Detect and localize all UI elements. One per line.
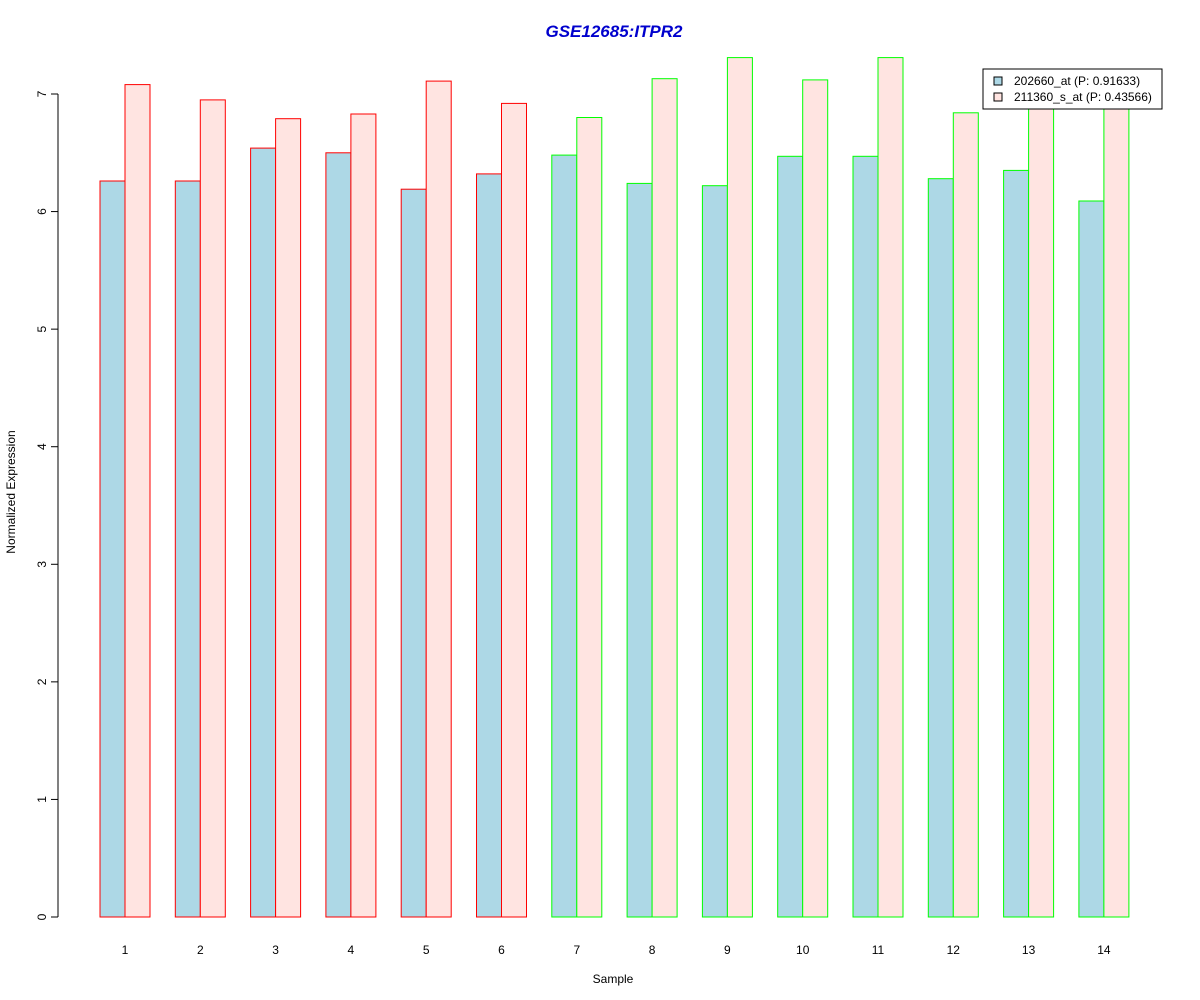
bar-series-1-sample-13: [1003, 169, 1030, 918]
y-tick-label: 2: [35, 678, 49, 685]
x-tick-label: 14: [1097, 943, 1111, 957]
y-tick-label: 4: [35, 443, 49, 450]
bar-series-2-sample-2: [199, 99, 226, 918]
x-tick-label: 2: [197, 943, 204, 957]
bar-series-1-sample-5: [400, 188, 427, 918]
bar-series-2-sample-7: [576, 117, 603, 918]
bar-series-2-sample-1: [124, 84, 151, 918]
y-axis: 0 1 2 3 4 5 6 7: [35, 90, 59, 920]
x-tick-label: 8: [649, 943, 656, 957]
y-axis-label: Normalized Expression: [4, 430, 18, 553]
legend-entry-1: 202660_at (P: 0.91633): [1014, 74, 1140, 88]
bar-series-1-sample-2: [174, 180, 201, 918]
bar-series-1-sample-10: [777, 155, 804, 918]
bar-series-2-sample-8: [651, 78, 678, 918]
bar-series-1-sample-8: [626, 182, 653, 918]
bars: [99, 57, 1130, 918]
x-tick-label: 1: [122, 943, 129, 957]
x-tick-labels: 1 2 3 4 5 6 7 8 9 10 11 12 13 14: [122, 943, 1111, 957]
x-tick-label: 12: [947, 943, 961, 957]
x-tick-label: 4: [348, 943, 355, 957]
y-tick-label: 0: [35, 913, 49, 920]
bar-series-2-sample-5: [425, 80, 452, 918]
bar-series-2-sample-12: [952, 112, 979, 918]
bar-series-1-sample-6: [476, 173, 502, 918]
x-tick-label: 3: [272, 943, 279, 957]
y-tick-label: 6: [35, 208, 49, 215]
bar-series-2-sample-13: [1028, 105, 1055, 918]
bar-series-1-sample-11: [852, 155, 879, 918]
y-tick-label: 3: [35, 561, 49, 568]
chart-title: GSE12685:ITPR2: [545, 22, 683, 41]
y-tick-label: 5: [35, 325, 49, 332]
bar-series-1-sample-4: [325, 152, 352, 918]
legend: 202660_at (P: 0.91633) 211360_s_at (P: 0.…: [982, 68, 1163, 110]
legend-box: [982, 68, 1163, 110]
x-tick-label: 9: [724, 943, 731, 957]
bar-series-2-sample-10: [802, 79, 829, 918]
x-tick-label: 6: [498, 943, 505, 957]
bar-series-2-sample-4: [350, 113, 377, 918]
y-tick-label: 1: [35, 796, 49, 803]
y-tick-label: 7: [35, 90, 49, 97]
x-tick-label: 5: [423, 943, 430, 957]
bar-series-1-sample-7: [551, 154, 578, 918]
bar-series-2-sample-14: [1103, 105, 1130, 918]
bar-series-1-sample-1: [99, 180, 126, 918]
bar-series-1-sample-12: [927, 178, 954, 918]
bar-series-1-sample-3: [250, 147, 277, 918]
x-axis-label: Sample: [593, 972, 634, 986]
x-tick-label: 13: [1022, 943, 1036, 957]
legend-swatch: [993, 76, 1003, 86]
bar-series-2-sample-3: [275, 118, 302, 918]
x-tick-label: 11: [872, 943, 885, 957]
bar-series-2-sample-6: [501, 102, 527, 918]
legend-swatch: [993, 92, 1003, 102]
x-tick-label: 10: [796, 943, 810, 957]
bar-series-1-sample-9: [701, 185, 728, 918]
bar-series-2-sample-9: [726, 57, 753, 918]
bar-series-1-sample-14: [1078, 200, 1105, 918]
legend-entry-2: 211360_s_at (P: 0.43566): [1014, 90, 1152, 104]
bar-series-2-sample-11: [877, 57, 904, 918]
x-tick-label: 7: [573, 943, 580, 957]
